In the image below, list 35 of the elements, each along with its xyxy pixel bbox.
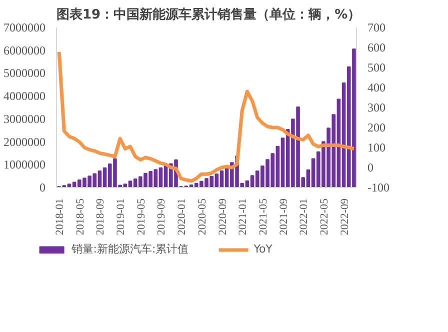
y-tick-label: 0: [40, 180, 46, 194]
x-tick-label: 2021-01: [237, 198, 250, 236]
legend-label: 销量:新能源汽车:累计值: [71, 242, 189, 256]
y2-tick-label: 400: [368, 80, 386, 94]
y-tick-label: 1000000: [4, 158, 46, 172]
x-tick-label: 2022-05: [318, 198, 330, 236]
x-tick-label: 2021-09: [278, 198, 290, 236]
x-tick-label: 2019-01: [115, 198, 128, 236]
y2-tick-label: 500: [368, 60, 386, 74]
x-tick-label: 2018-05: [74, 198, 86, 236]
y-tick-label: 6000000: [4, 43, 46, 58]
x-tick-label: 2020-01: [176, 198, 188, 236]
y-tick-label: 7000000: [4, 20, 46, 34]
y2-tick-label: 0: [368, 160, 374, 174]
x-tick-label: 2020-09: [216, 198, 229, 236]
x-tick-label: 2018-01: [54, 198, 66, 236]
y2-tick-label: 300: [368, 100, 386, 114]
x-tick-label: 2020-05: [196, 198, 208, 236]
y-tick-label: 3000000: [4, 112, 46, 126]
legend-label: YoY: [254, 242, 274, 256]
x-tick-label: 2019-09: [156, 198, 168, 236]
y2-tick-label: 100: [368, 140, 386, 154]
y-tick-label: 5000000: [4, 66, 46, 80]
x-tick-label: 2019-05: [135, 198, 148, 236]
chart-title: 图表19：中国新能源车累计销售量（单位：辆，%）: [56, 6, 361, 22]
y2-tick-label: -100: [368, 180, 390, 194]
x-tick-label: 2018-09: [94, 198, 107, 236]
y2-tick-label: 600: [368, 40, 386, 54]
y-tick-label: 2000000: [4, 134, 46, 149]
y-tick-label: 4000000: [4, 89, 46, 104]
x-tick-label: 2022-09: [338, 198, 351, 236]
y2-tick-label: 200: [368, 120, 386, 134]
x-tick-label: 2021-05: [257, 198, 270, 236]
x-tick-label: 2022-01: [298, 198, 310, 236]
y2-tick-label: 700: [368, 20, 386, 34]
